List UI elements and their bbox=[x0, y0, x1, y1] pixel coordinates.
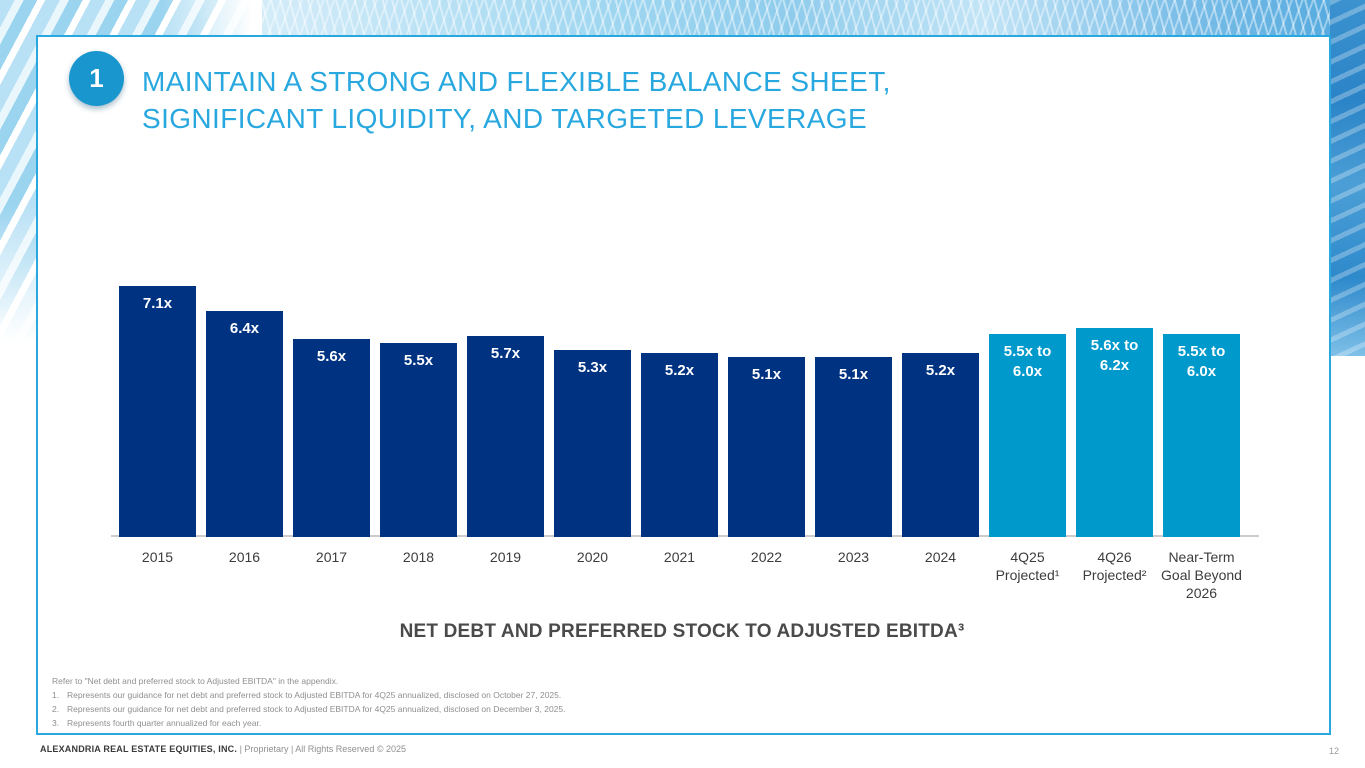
bar-near-term: 5.5x to 6.0x bbox=[1163, 334, 1240, 537]
bar-value-label: 5.2x bbox=[925, 362, 956, 379]
slide-content-card: 1 MAINTAIN A STRONG AND FLEXIBLE BALANCE… bbox=[36, 35, 1331, 735]
slide-number-badge: 1 bbox=[69, 51, 124, 106]
bar-2019: 5.7x bbox=[467, 336, 544, 537]
x-axis-label: 2017 bbox=[315, 549, 348, 565]
page-number: 12 bbox=[1328, 746, 1339, 756]
footnote-item: 2. Represents our guidance for net debt a… bbox=[52, 704, 566, 714]
bar-value-label: 5.3x bbox=[577, 359, 608, 376]
bar-2015: 7.1x bbox=[119, 286, 196, 537]
bar-2021: 5.2x bbox=[641, 353, 718, 537]
bar-value-label: 5.2x bbox=[664, 362, 695, 379]
footnote-item: 3. Represents fourth quarter annualized f… bbox=[52, 718, 262, 728]
x-axis-label: 2016 bbox=[228, 549, 261, 565]
x-axis-label: 2021 bbox=[663, 549, 696, 565]
bar-2016: 6.4x bbox=[206, 311, 283, 537]
bar-2018: 5.5x bbox=[380, 343, 457, 537]
x-axis-label: 4Q26 Projected² bbox=[1082, 549, 1147, 583]
x-axis-label: 4Q25 Projected¹ bbox=[995, 549, 1060, 583]
bar-value-label: 5.1x bbox=[751, 366, 782, 383]
x-axis-label: 2020 bbox=[576, 549, 609, 565]
bar-2024: 5.2x bbox=[902, 353, 979, 537]
footnote-item: 1. Represents our guidance for net debt a… bbox=[52, 690, 562, 700]
x-axis-label: 2023 bbox=[837, 549, 870, 565]
x-axis-label: Near-Term Goal Beyond 2026 bbox=[1161, 549, 1242, 601]
background-art-right bbox=[1330, 0, 1365, 356]
footer-company: ALEXANDRIA REAL ESTATE EQUITIES, INC. bbox=[40, 744, 238, 754]
bar-value-label: 5.5x to 6.0x bbox=[1177, 343, 1226, 380]
bar-2022: 5.1x bbox=[728, 357, 805, 537]
bar-2020: 5.3x bbox=[554, 350, 631, 537]
bar-2017: 5.6x bbox=[293, 339, 370, 537]
slide-title-line-1: MAINTAIN A STRONG AND FLEXIBLE BALANCE S… bbox=[142, 66, 891, 97]
footnotes: Refer to "Net debt and preferred stock t… bbox=[52, 674, 566, 730]
bar-value-label: 5.1x bbox=[838, 366, 869, 383]
bar-value-label: 7.1x bbox=[142, 295, 173, 312]
bar-value-label: 5.5x to 6.0x bbox=[1003, 343, 1052, 380]
bar-2023: 5.1x bbox=[815, 357, 892, 537]
bar-value-label: 5.6x to 6.2x bbox=[1090, 337, 1139, 374]
bar-value-label: 5.7x bbox=[490, 345, 521, 362]
bar-value-label: 5.6x bbox=[316, 348, 347, 365]
bar-value-label: 6.4x bbox=[229, 320, 260, 337]
bar-value-label: 5.5x bbox=[403, 352, 434, 369]
footer: ALEXANDRIA REAL ESTATE EQUITIES, INC. | … bbox=[40, 744, 406, 754]
bar-chart: 7.1x 6.4x 5.6x 5.5x 5.7x 5.3x 5.2x 5.1x 5.1x 5.2x… bbox=[111, 277, 1259, 537]
x-axis-label: 2018 bbox=[402, 549, 435, 565]
x-axis-label: 2015 bbox=[141, 549, 174, 565]
footer-rights: | Proprietary | All Rights Reserved © 20… bbox=[237, 744, 406, 754]
x-axis-label: 2022 bbox=[750, 549, 783, 565]
chart-title: NET DEBT AND PREFERRED STOCK TO ADJUSTED… bbox=[399, 621, 965, 642]
x-axis-label: 2019 bbox=[489, 549, 522, 565]
slide-title: MAINTAIN A STRONG AND FLEXIBLE BALANCE S… bbox=[142, 63, 891, 137]
slide-title-line-2: SIGNIFICANT LIQUIDITY, AND TARGETED LEVE… bbox=[142, 103, 868, 134]
x-axis-label: 2024 bbox=[924, 549, 957, 565]
bar-4q25: 5.5x to 6.0x bbox=[989, 334, 1066, 537]
bar-4q26: 5.6x to 6.2x bbox=[1076, 328, 1153, 537]
footnote-items: 1. Represents our guidance for net debt a… bbox=[52, 688, 566, 730]
footnote-intro: Refer to "Net debt and preferred stock t… bbox=[52, 676, 339, 686]
